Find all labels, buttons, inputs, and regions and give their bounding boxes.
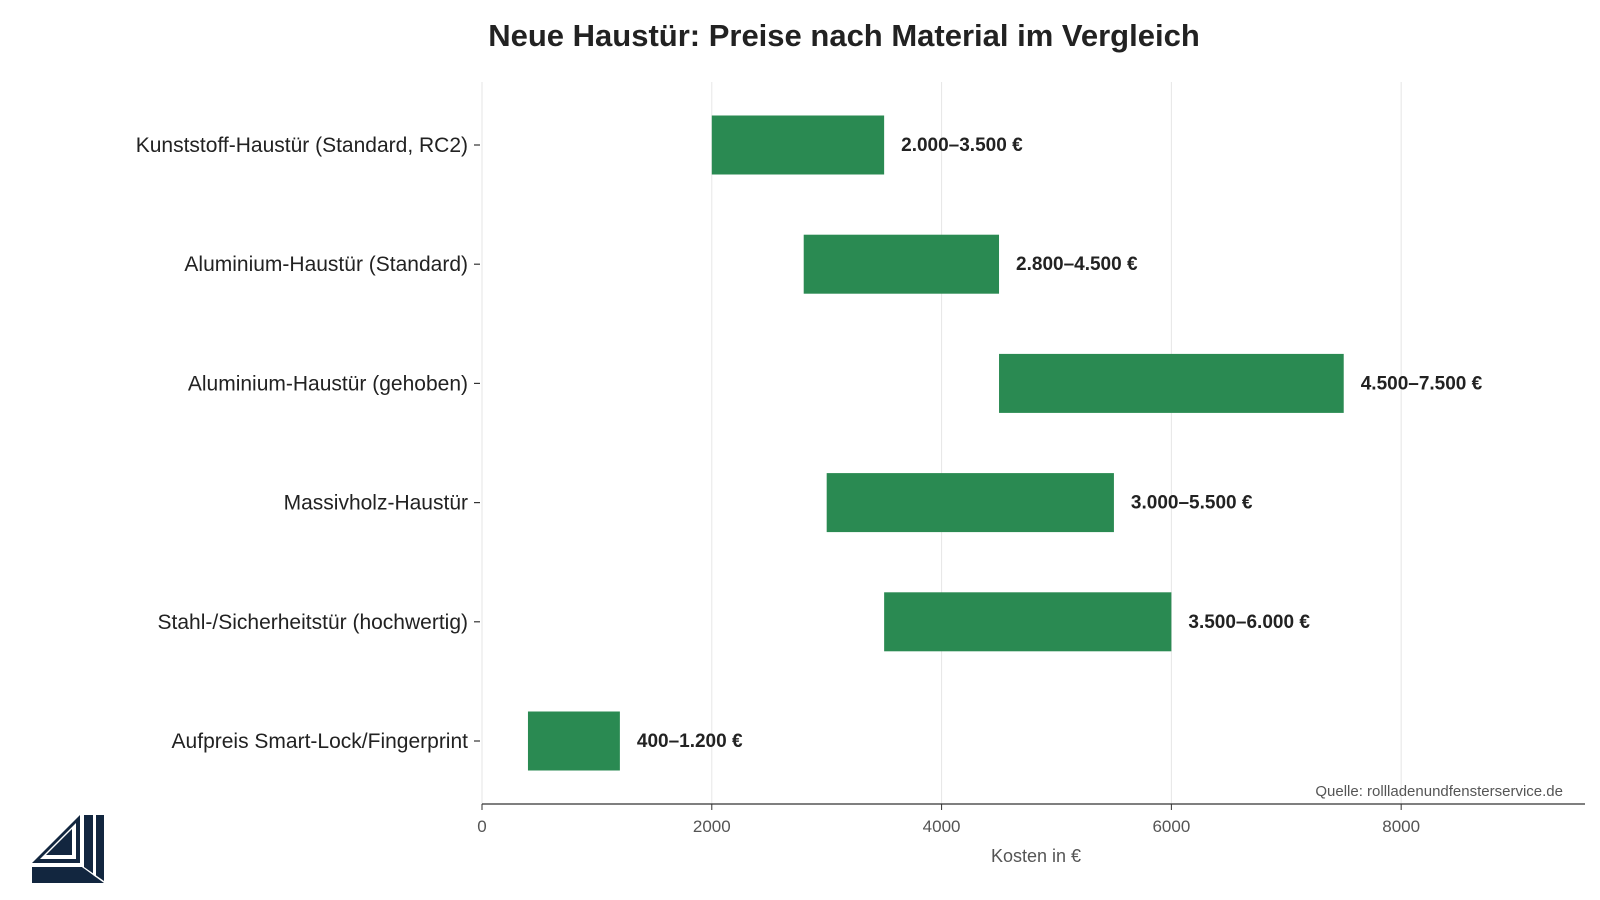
value-label: 2.000–3.500 € [901,135,1023,156]
category-label: Aluminium-Haustür (gehoben) [188,372,468,395]
source-note: Quelle: rollladenundfensterservice.de [1315,783,1563,800]
range-bar [826,473,1114,533]
x-tick-label: 0 [477,817,486,836]
value-label: 3.500–6.000 € [1188,612,1310,633]
x-tick-label: 8000 [1382,817,1420,836]
range-bar [527,711,620,771]
value-label: 3.000–5.500 € [1131,493,1253,514]
category-label: Stahl-/Sicherheitstür (hochwertig) [158,611,468,634]
range-bar [803,234,1000,294]
category-label: Kunststoff-Haustür (Standard, RC2) [136,134,468,157]
x-ticks: 0 2000 4000 6000 8000 [477,804,1420,836]
x-tick-label: 4000 [923,817,961,836]
value-label: 4.500–7.500 € [1361,373,1483,394]
grid-lines [481,82,1402,804]
bars [527,115,1344,771]
window-logo-icon [32,815,104,883]
value-label: 400–1.200 € [637,731,743,752]
range-bar [711,115,885,175]
chart-title: Neue Haustür: Preise nach Material im Ve… [488,18,1200,53]
category-labels: Kunststoff-Haustür (Standard, RC2) Alumin… [136,134,480,753]
range-bar [884,592,1172,652]
value-label: 2.800–4.500 € [1016,254,1138,275]
category-label: Massivholz-Haustür [284,492,468,515]
x-tick-label: 2000 [693,817,731,836]
x-tick-label: 6000 [1152,817,1190,836]
category-label: Aufpreis Smart-Lock/Fingerprint [172,730,469,753]
range-bar [999,353,1344,413]
category-label: Aluminium-Haustür (Standard) [184,253,468,276]
value-labels: 2.000–3.500 € 2.800–4.500 € 4.500–7.500 € 3… [637,135,1483,752]
x-axis-title: Kosten in € [991,846,1081,866]
